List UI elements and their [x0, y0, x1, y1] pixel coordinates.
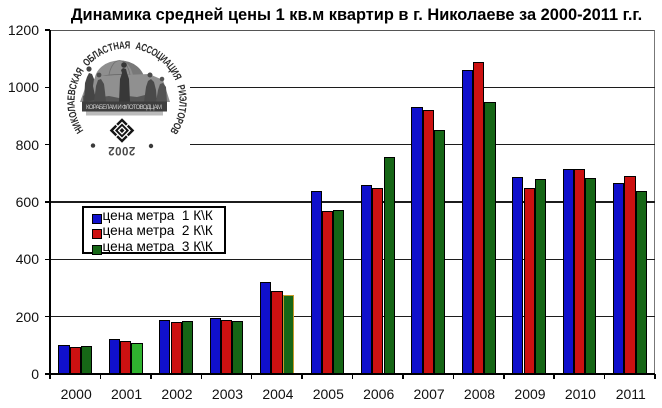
svg-text:О: О: [175, 111, 188, 120]
svg-text:И: И: [168, 66, 181, 77]
svg-text:Я: Я: [73, 65, 86, 76]
svg-text:И: И: [176, 89, 188, 96]
svg-text:С: С: [100, 43, 110, 56]
svg-text:Л: Л: [177, 101, 189, 107]
svg-text:Т: Т: [176, 107, 188, 114]
svg-text:С: С: [67, 82, 79, 91]
svg-text:К: К: [69, 77, 81, 86]
svg-text:О: О: [149, 46, 160, 59]
svg-text:А: А: [135, 40, 143, 52]
svg-text:2002: 2002: [108, 144, 136, 156]
svg-text:Я: Я: [125, 39, 131, 50]
svg-text:Н: Н: [112, 40, 120, 52]
svg-text:И: И: [158, 53, 170, 65]
svg-text:В: В: [168, 126, 181, 137]
svg-text:О: О: [171, 121, 184, 131]
svg-text:Е: Е: [65, 95, 77, 101]
svg-text:Б: Б: [85, 52, 97, 64]
svg-text:В: В: [66, 88, 78, 96]
svg-text:Р: Р: [175, 83, 187, 91]
svg-text:С: С: [140, 41, 149, 54]
svg-text:Т: Т: [107, 41, 115, 53]
svg-text:Р: Р: [173, 116, 185, 125]
svg-text:Л: Л: [66, 106, 78, 113]
svg-text:К: К: [68, 116, 80, 125]
svg-text:О: О: [67, 110, 79, 119]
svg-text:А: А: [71, 71, 84, 81]
svg-text:А: А: [65, 100, 77, 106]
svg-text:Ц: Ц: [165, 61, 178, 73]
svg-text:Я: Я: [171, 72, 184, 82]
svg-text:КОРАБЕЛАМ И ФЛОТОВОДЦАМ: КОРАБЕЛАМ И ФЛОТОВОДЦАМ: [86, 105, 162, 111]
svg-text:И: И: [70, 120, 83, 130]
svg-text:Л: Л: [90, 49, 101, 61]
svg-text:А: А: [95, 45, 106, 58]
svg-text:А: А: [118, 39, 125, 51]
svg-text:Э: Э: [177, 96, 189, 102]
svg-text:С: С: [145, 43, 155, 56]
svg-text:Ц: Ц: [154, 49, 165, 62]
svg-text:Н: Н: [73, 125, 86, 136]
